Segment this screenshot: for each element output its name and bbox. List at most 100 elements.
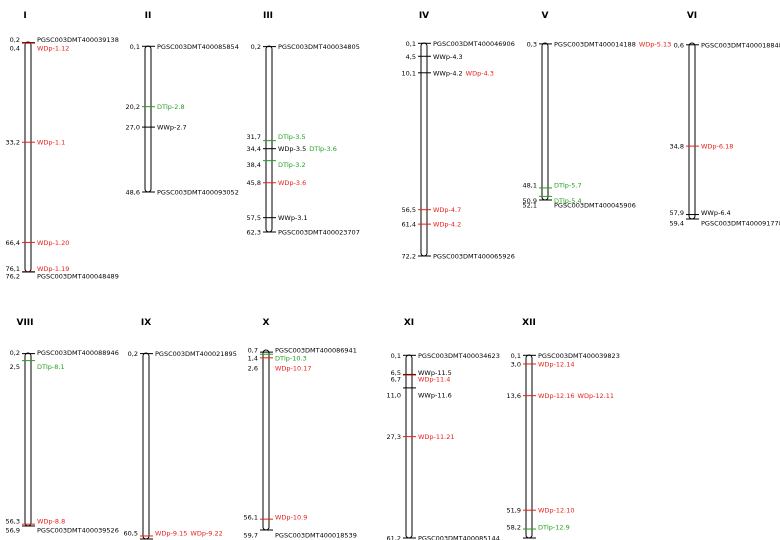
marker-label: PGSC003DMT400093052	[157, 189, 239, 197]
marker-position: 34,8	[670, 143, 684, 151]
marker-label: WWp-11.6	[418, 391, 452, 399]
marker-label: PGSC003DMT400010928	[538, 539, 620, 540]
marker-position: 66,4	[6, 239, 20, 247]
chromosome-bar	[24, 41, 32, 273]
chromosome-bar	[405, 354, 413, 539]
marker-position: 62,3	[247, 229, 261, 237]
chromosome-VIII: VIII 0,2 PGSC003DMT400088946 2,5 DTlp-8.1 56,…	[6, 318, 119, 535]
marker-label: WDp-1.1	[37, 139, 65, 147]
marker-position: 27,3	[387, 433, 401, 441]
chromosome-title: II	[145, 11, 152, 21]
marker-label: WDp-1.12	[37, 45, 69, 53]
chromosome-title: XII	[522, 318, 536, 328]
marker-position: 13,6	[507, 392, 521, 400]
chromosome-X: X 0,7 PGSC003DMT400086941 1,4 DTlp-10.3 2,6 WD…	[244, 318, 357, 540]
marker-position: 48,6	[126, 189, 140, 197]
marker-label: PGSC003DMT400021895	[155, 350, 237, 358]
marker-position: 57,9	[670, 209, 684, 217]
chromosome-title: X	[263, 318, 270, 328]
chromosome-bar	[144, 45, 152, 193]
marker-position: 76,2	[6, 273, 20, 281]
marker-label: WDp-9.15	[155, 529, 187, 537]
marker-position: 1,4	[248, 355, 258, 363]
marker-position: 34,4	[247, 145, 261, 153]
marker-label: WDp-1.19	[37, 265, 69, 273]
marker-label: PGSC003DMT400065926	[433, 253, 515, 261]
chromosome-V: V 0,3 PGSC003DMT400014188 WDp-5.13 48,1 DTlp-…	[523, 11, 672, 210]
marker-position: 57,5	[247, 214, 261, 222]
marker-label-secondary: WDp-4.3	[466, 69, 494, 77]
marker-label: PGSC003DMT400018848	[701, 41, 780, 49]
marker-label: PGSC003DMT400039526	[37, 527, 119, 535]
chromosome-VI: VI 0,6 PGSC003DMT400018848 34,8 WDp-6.18 57,9…	[670, 11, 780, 228]
marker-position: 58,2	[507, 524, 521, 532]
marker-position: 6,7	[391, 376, 401, 384]
marker-position: 76,1	[6, 265, 20, 273]
marker-label: WDp-4.7	[433, 206, 461, 214]
marker-label: WDp-11.4	[418, 376, 450, 384]
marker-label: PGSC003DMT400023707	[278, 229, 360, 237]
marker-position: 0,2	[128, 350, 138, 358]
chromosome-bar	[541, 42, 549, 201]
marker-position: 4,5	[406, 53, 416, 61]
chromosome-title: I	[23, 11, 26, 21]
marker-position: 0,1	[391, 352, 401, 360]
marker-position: 0,3	[527, 40, 537, 48]
chromosome-IV: IV 0,1 PGSC003DMT400046906 4,5 WWp-4.3 10,1 WW…	[402, 11, 515, 261]
marker-label: DTlp-12.9	[538, 524, 570, 532]
marker-label: WDp-12.10	[538, 507, 575, 515]
marker-label: DTlp-3.2	[278, 161, 306, 169]
marker-label: WWp-11.5	[418, 369, 452, 377]
chromosome-title: III	[263, 11, 273, 21]
marker-position: 0,2	[10, 349, 20, 357]
marker-position: 61,2	[387, 535, 401, 540]
marker-position: 52,1	[523, 202, 537, 210]
marker-label: PGSC003DMT400039138	[37, 36, 119, 44]
marker-label: WDp-8.8	[37, 518, 65, 526]
chromosome-bar	[262, 349, 270, 531]
marker-label: WDp-12.14	[538, 360, 575, 368]
marker-label: WDp-1.20	[37, 239, 69, 247]
chromosome-IX: IX 0,2 PGSC003DMT400021895 60,5 WDp-9.15 WDp-…	[124, 318, 237, 540]
marker-label-secondary: DTlp-3.6	[309, 145, 337, 153]
marker-position: 45,8	[247, 179, 261, 187]
marker-position: 0,4	[10, 45, 20, 53]
marker-position: 72,2	[402, 253, 416, 261]
chromosome-bar	[265, 45, 273, 233]
marker-label: PGSC003DMT400046906	[433, 40, 515, 48]
marker-position: 27,0	[126, 124, 140, 132]
chromosome-title: XI	[404, 318, 414, 328]
marker-position: 33,2	[6, 139, 20, 147]
chromosome-bar	[24, 352, 32, 527]
marker-label: WDp-10.17	[275, 364, 312, 372]
marker-label: PGSC003DMT400034805	[278, 43, 360, 51]
chromosome-I: I 0,2 PGSC003DMT400039138 0,4 WDp-1.12 33,2 WD…	[6, 11, 119, 281]
marker-label: PGSC003DMT400086941	[275, 347, 357, 355]
marker-position: 2,5	[10, 363, 20, 371]
marker-position: 31,7	[247, 133, 261, 141]
chromosome-XI: XI 0,1 PGSC003DMT400034623 6,5 WWp-11.5 6,7 WD…	[387, 318, 500, 540]
chromosome-bar	[688, 42, 696, 220]
marker-label: PGSC003DMT400045906	[554, 202, 636, 210]
marker-label: DTlp-5.7	[554, 181, 582, 189]
marker-position: 2,6	[248, 364, 258, 372]
marker-label: WDp-12.16	[538, 392, 575, 400]
marker-label: PGSC003DMT400091778	[701, 220, 780, 228]
chromosome-III: III 0,2 PGSC003DMT400034805 31,7 DTlp-3.5 34,…	[247, 11, 360, 237]
chromosome-title: IV	[419, 11, 429, 21]
marker-label: WDp-3.6	[278, 179, 306, 187]
marker-label: PGSC003DMT400088946	[37, 349, 119, 357]
marker-label: DTlp-3.5	[278, 133, 306, 141]
marker-label: WWp-3.1	[278, 214, 308, 222]
marker-label-secondary: WDp-5.13	[639, 40, 671, 48]
marker-label: PGSC003DMT400034623	[418, 352, 500, 360]
marker-label: WWp-6.4	[701, 209, 731, 217]
marker-position: 56,5	[402, 206, 416, 214]
marker-label: WDp-10.9	[275, 514, 307, 522]
marker-label: WDp-6.18	[701, 143, 733, 151]
marker-position: 20,2	[126, 103, 140, 111]
marker-label: WDp-11.21	[418, 433, 455, 441]
marker-label: DTlp-8.1	[37, 363, 65, 371]
marker-position: 61,2	[507, 539, 521, 540]
